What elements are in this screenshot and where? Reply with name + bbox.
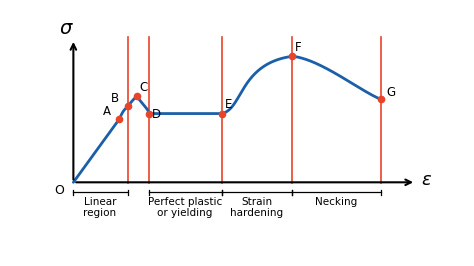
Text: C: C xyxy=(140,81,148,94)
Text: $\sigma$: $\sigma$ xyxy=(59,19,74,38)
Text: O: O xyxy=(55,184,64,197)
Text: $\epsilon$: $\epsilon$ xyxy=(421,171,432,189)
Text: G: G xyxy=(386,86,395,99)
Text: Linear
region: Linear region xyxy=(83,197,117,218)
Text: Necking: Necking xyxy=(315,197,358,207)
Text: D: D xyxy=(152,109,161,122)
Text: E: E xyxy=(225,98,232,111)
Text: Perfect plastic
or yielding: Perfect plastic or yielding xyxy=(147,197,222,218)
Text: F: F xyxy=(295,41,302,54)
Text: B: B xyxy=(111,92,119,105)
Text: A: A xyxy=(102,105,110,118)
Text: Strain
hardening: Strain hardening xyxy=(230,197,283,218)
